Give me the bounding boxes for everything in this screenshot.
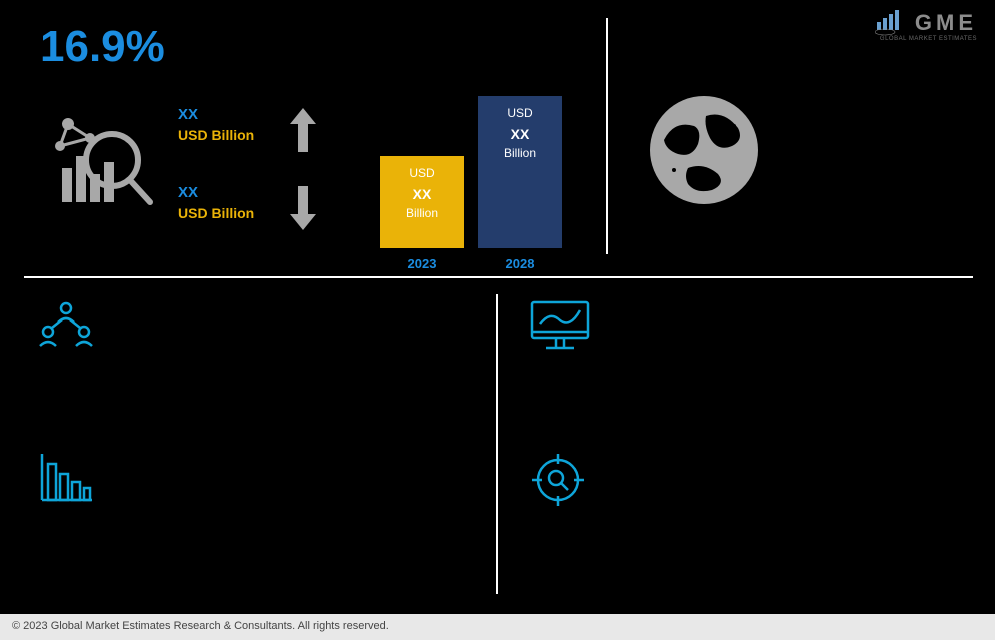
divider-horizontal	[24, 276, 973, 278]
metric-bot: XX USD Billion	[178, 184, 254, 221]
bar-2023-xx: XX	[413, 186, 432, 202]
bar-label-2028: 2028	[478, 256, 562, 271]
bar-label-2023: 2023	[380, 256, 464, 271]
bar-2028-usd: USD	[507, 106, 532, 120]
bar-2023-billion: Billion	[406, 206, 438, 220]
arrow-down-icon	[290, 186, 316, 235]
bar-2028-billion: Billion	[504, 146, 536, 160]
bar-2023: USD XX Billion	[380, 156, 464, 248]
bar-2028-xx: XX	[511, 126, 530, 142]
divider-vertical-top	[606, 18, 608, 254]
bar-chart-icon	[36, 450, 96, 511]
logo-icon	[875, 10, 909, 36]
globe-icon	[644, 90, 764, 215]
analytics-icon	[46, 108, 156, 223]
arrow-up-icon	[290, 108, 316, 157]
metric-bot-xx: XX	[178, 184, 254, 201]
monitor-chart-icon	[528, 298, 592, 359]
bar-2023-usd: USD	[409, 166, 434, 180]
footer-copyright: © 2023 Global Market Estimates Research …	[0, 614, 995, 640]
people-network-icon	[36, 298, 96, 359]
logo-text: GME	[915, 10, 977, 36]
metric-top: XX USD Billion	[178, 106, 254, 143]
logo-subtitle: GLOBAL MARKET ESTIMATES	[880, 36, 977, 42]
bar-chart: USD XX Billion USD XX Billion 2023 2028	[380, 96, 562, 248]
logo: GME	[875, 10, 977, 36]
divider-vertical-bottom	[496, 294, 498, 594]
cagr-value: 16.9%	[40, 22, 165, 72]
metric-top-label: USD Billion	[178, 127, 254, 143]
bar-2028: USD XX Billion	[478, 96, 562, 248]
metric-top-xx: XX	[178, 106, 254, 123]
target-search-icon	[528, 450, 588, 515]
metric-bot-label: USD Billion	[178, 205, 254, 221]
